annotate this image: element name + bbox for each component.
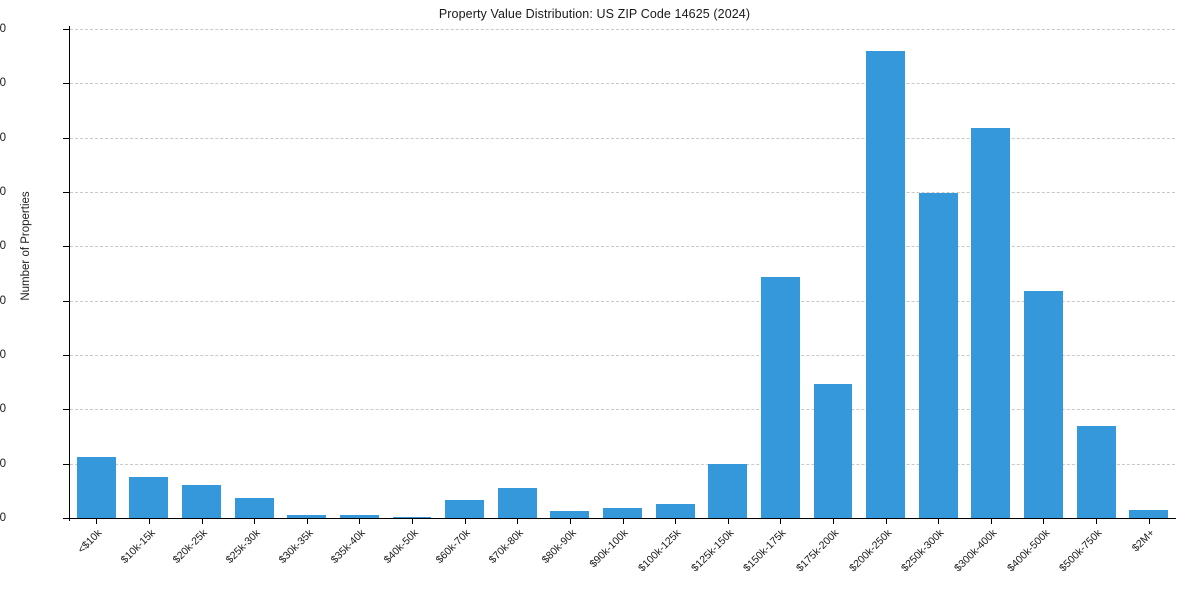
y-tick-mark-300 bbox=[63, 355, 69, 356]
bar[interactable] bbox=[813, 383, 853, 518]
x-tick-mark bbox=[1148, 519, 1150, 524]
gridline-200 bbox=[70, 409, 1175, 411]
x-tick-label: $35k-40k bbox=[328, 527, 368, 567]
x-tick-mark bbox=[832, 519, 834, 524]
x-tick-label: $2M+ bbox=[1129, 527, 1158, 555]
bar[interactable] bbox=[339, 515, 379, 518]
x-tick-mark bbox=[464, 519, 466, 524]
gridline-500 bbox=[70, 246, 1175, 248]
y-tick-label-100: 100 bbox=[0, 457, 6, 470]
bar[interactable] bbox=[708, 463, 748, 518]
bar[interactable] bbox=[1129, 510, 1169, 518]
bar[interactable] bbox=[866, 51, 906, 518]
bar[interactable] bbox=[497, 487, 537, 518]
y-axis-label: Number of Properties bbox=[20, 191, 32, 301]
plot-area bbox=[70, 29, 1175, 518]
gridline-600 bbox=[70, 192, 1175, 193]
bar[interactable] bbox=[287, 515, 327, 518]
x-tick-label: $300k-400k bbox=[952, 527, 1000, 575]
x-tick-label: $25k-30k bbox=[223, 527, 263, 567]
y-tick-mark-200 bbox=[63, 409, 69, 411]
bar[interactable] bbox=[1076, 425, 1116, 518]
gridline-900 bbox=[70, 29, 1175, 30]
x-tick-mark bbox=[727, 519, 729, 524]
x-tick-mark bbox=[885, 519, 887, 524]
gridline-300 bbox=[70, 355, 1175, 356]
x-tick-mark bbox=[938, 519, 940, 524]
y-tick-mark-900 bbox=[63, 29, 69, 30]
y-axis-line bbox=[69, 26, 70, 521]
y-tick-mark-500 bbox=[63, 246, 69, 248]
x-tick-mark bbox=[254, 519, 256, 524]
x-tick-mark bbox=[359, 519, 361, 524]
y-tick-label-500: 500 bbox=[0, 240, 6, 253]
y-tick-mark-400 bbox=[63, 300, 69, 302]
y-tick-mark-700 bbox=[63, 137, 69, 139]
y-tick-mark-800 bbox=[63, 83, 69, 85]
x-tick-mark bbox=[306, 519, 308, 524]
x-tick-label: $10k-15k bbox=[118, 527, 158, 567]
y-tick-mark-100 bbox=[63, 463, 69, 465]
bar[interactable] bbox=[971, 128, 1011, 518]
x-tick-mark bbox=[201, 519, 203, 524]
chart-title: Property Value Distribution: US ZIP Code… bbox=[438, 7, 751, 21]
x-tick-mark bbox=[517, 519, 519, 524]
y-tick-label-0: 0 bbox=[0, 512, 6, 524]
y-tick-label-700: 700 bbox=[0, 131, 6, 144]
x-tick-label: $150k-175k bbox=[741, 527, 789, 575]
x-tick-mark bbox=[96, 519, 98, 524]
x-tick-mark bbox=[569, 519, 571, 524]
x-tick-mark bbox=[1043, 519, 1045, 524]
y-tick-mark-600 bbox=[63, 192, 69, 193]
bar[interactable] bbox=[918, 192, 958, 518]
x-tick-label: $40k-50k bbox=[381, 527, 421, 567]
bar[interactable] bbox=[603, 507, 642, 518]
gridline-400 bbox=[70, 300, 1175, 302]
x-tick-mark bbox=[780, 519, 782, 524]
x-tick-label: $60k-70k bbox=[434, 527, 474, 567]
y-tick-label-300: 300 bbox=[0, 349, 6, 361]
gridline-700 bbox=[70, 137, 1175, 139]
x-tick-mark bbox=[1096, 519, 1098, 524]
x-tick-mark bbox=[990, 519, 992, 524]
x-tick-label: $200k-250k bbox=[846, 527, 895, 575]
x-tick-mark bbox=[148, 519, 150, 524]
bar[interactable] bbox=[234, 497, 274, 518]
x-tick-label: $175k-200k bbox=[794, 527, 842, 575]
y-tick-label-900: 900 bbox=[0, 23, 6, 35]
x-tick-label: $70k-80k bbox=[486, 527, 526, 567]
x-tick-mark bbox=[412, 519, 414, 524]
y-tick-label-600: 600 bbox=[0, 186, 6, 198]
bar[interactable] bbox=[760, 276, 800, 518]
x-tick-label: $250k-300k bbox=[899, 527, 947, 575]
y-tick-label-400: 400 bbox=[0, 294, 6, 307]
x-tick-label: $125k-150k bbox=[688, 527, 737, 575]
x-tick-label: $400k-500k bbox=[1004, 527, 1052, 575]
x-tick-label: $100k-125k bbox=[636, 527, 684, 575]
bar[interactable] bbox=[550, 511, 590, 518]
bar[interactable] bbox=[182, 485, 222, 518]
bar[interactable] bbox=[392, 516, 432, 518]
bar[interactable] bbox=[1023, 291, 1063, 518]
bar[interactable] bbox=[445, 500, 485, 518]
x-tick-label: <$10k bbox=[75, 527, 105, 556]
x-tick-label: $30k-35k bbox=[276, 527, 316, 567]
bar[interactable] bbox=[129, 477, 169, 518]
bar[interactable] bbox=[655, 503, 695, 518]
bar[interactable] bbox=[76, 456, 116, 518]
x-tick-mark bbox=[675, 519, 677, 524]
y-tick-label-200: 200 bbox=[0, 403, 6, 416]
x-tick-label: $20k-25k bbox=[170, 527, 211, 567]
gridline-800 bbox=[70, 83, 1175, 85]
x-tick-label: $500k-750k bbox=[1057, 527, 1105, 575]
x-axis-line bbox=[69, 518, 1176, 519]
y-tick-label-800: 800 bbox=[0, 77, 6, 90]
x-tick-label: $90k-100k bbox=[587, 527, 631, 571]
y-tick-mark-0 bbox=[63, 518, 69, 519]
x-tick-mark bbox=[622, 519, 624, 524]
x-tick-label: $80k-90k bbox=[539, 527, 579, 567]
gridline-100 bbox=[70, 463, 1175, 465]
